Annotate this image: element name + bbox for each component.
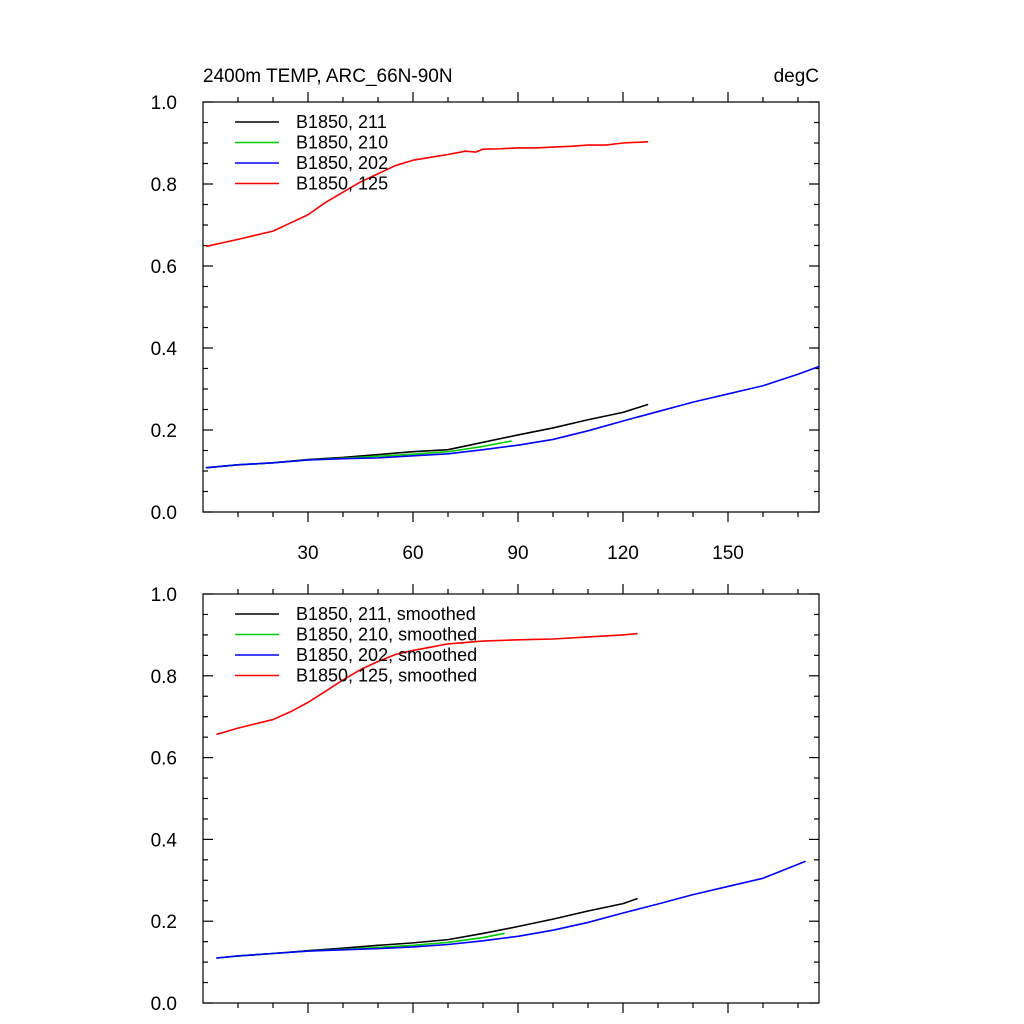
y-tick-label: 0.0 <box>151 994 177 1015</box>
legend-label: B1850, 202, smoothed <box>296 645 477 665</box>
y-tick-label: 0.4 <box>151 339 178 360</box>
y-tick-label: 0.6 <box>151 749 177 770</box>
chart-title: 2400m TEMP, ARC_66N-90N <box>203 66 453 87</box>
y-tick-label: 0.2 <box>151 421 177 442</box>
y-tick-label: 0.0 <box>151 503 177 524</box>
legend-label: B1850, 125, smoothed <box>296 666 477 686</box>
x-tick-label: 90 <box>507 543 528 564</box>
y-tick-label: 1.0 <box>151 585 177 606</box>
legend-label: B1850, 202 <box>296 153 388 173</box>
chart-units: degC <box>774 66 819 87</box>
x-tick-label: 120 <box>607 543 639 564</box>
y-tick-label: 0.6 <box>151 257 177 278</box>
y-tick-label: 0.8 <box>151 667 177 688</box>
legend-label: B1850, 125 <box>296 174 388 194</box>
series-line-2 <box>205 365 820 469</box>
legend-label: B1850, 210, smoothed <box>296 625 477 645</box>
series-line-2 <box>216 860 806 959</box>
series-line-3 <box>216 632 638 736</box>
series-line-0 <box>216 897 638 959</box>
chart-panel-top: 0.0 0.2 0.4 0.6 0.8 1.0 30 60 90 120 150 2400m TEMP… <box>151 66 820 564</box>
series-line-0 <box>205 403 649 469</box>
series-line-3 <box>205 140 649 248</box>
x-tick-label: 30 <box>297 543 318 564</box>
x-tick-label: 150 <box>712 543 744 564</box>
y-tick-label: 0.4 <box>151 830 178 851</box>
legend-label: B1850, 211 <box>296 112 387 132</box>
y-tick-label: 1.0 <box>151 93 177 114</box>
y-tick-label: 0.8 <box>151 175 177 196</box>
legend-label: B1850, 211, smoothed <box>296 604 476 624</box>
legend-label: B1850, 210 <box>296 133 388 153</box>
y-tick-label: 0.2 <box>151 912 177 933</box>
x-tick-label: 60 <box>402 543 423 564</box>
